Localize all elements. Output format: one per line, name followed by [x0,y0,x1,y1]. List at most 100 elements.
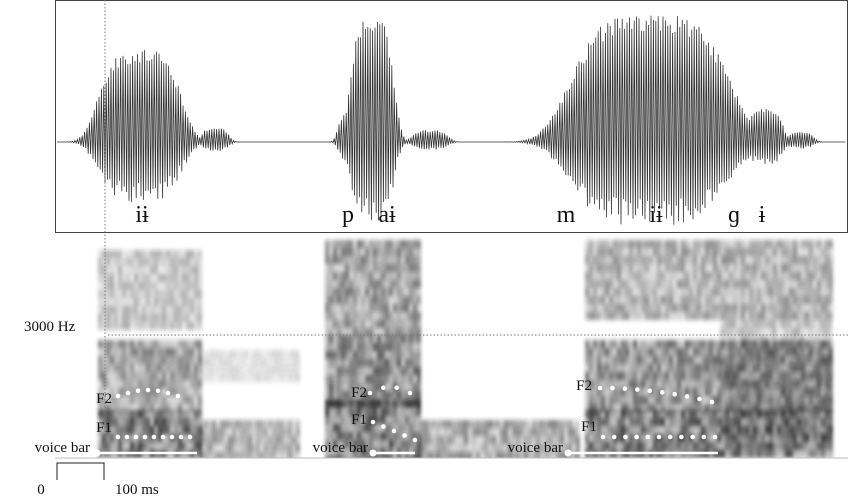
spectrogram-cell [585,340,589,348]
spectrogram-cell [158,396,162,404]
spectrogram-cell [757,288,761,296]
spectrogram-cell [641,380,645,388]
spectrogram-cell [796,424,800,432]
spectrogram-cell [365,296,369,304]
spectrogram-cell [325,432,329,440]
formant-dot [152,435,157,440]
spectrogram-cell [800,344,804,352]
spectrogram-cell [500,452,504,460]
spectrogram-cell [413,424,417,432]
spectrogram-cell [780,432,784,440]
spectrogram-cell [488,444,492,452]
spectrogram-cell [728,408,732,416]
spectrogram-cell [110,356,114,364]
spectrogram-cell [821,450,825,458]
spectrogram-cell [693,288,697,296]
spectrogram-cell [432,436,436,444]
scale-start: 0 [37,482,45,496]
spectrogram-cell [444,436,448,444]
spectrogram-cell [401,248,405,256]
spectrogram-cell [385,343,389,351]
spectrogram-cell [728,424,732,432]
spectrogram-cell [800,400,804,408]
spectrogram-cell [98,322,102,330]
spectrogram-cell [752,400,756,408]
spectrogram-cell [146,322,150,330]
spectrogram-cell [126,306,130,314]
spectrogram-cell [568,436,572,444]
spectrogram-cell [609,410,613,418]
spectrogram-cell [713,348,717,356]
spectrogram-cell [126,348,130,356]
spectrogram-cell [158,364,162,372]
spectrogram-cell [162,274,166,282]
spectrogram-cell [828,360,832,368]
spectrogram-cell [397,343,401,351]
spectrogram-cell [685,434,689,442]
spectrogram-cell [733,256,737,264]
spectrogram-cell [468,420,472,428]
spectrogram-cell [296,428,300,436]
spectrogram-cell [657,396,661,404]
spectrogram-cell [560,428,564,436]
spectrogram-cell [264,436,268,444]
spectrogram-cell [724,352,728,360]
spectrogram-cell [194,348,198,356]
spectrogram-cell [397,440,401,448]
spectrogram-cell [232,366,236,374]
spectrogram-cell [697,304,701,312]
spectrogram-cell [816,400,820,408]
spectrogram-cell [621,312,625,320]
spectrogram-cell [633,418,637,426]
spectrogram-cell [98,298,102,306]
spectrogram-cell [126,396,130,404]
spectrogram-cell [110,282,114,290]
spectrogram-cell [777,288,781,296]
spectrogram-cell [381,367,385,375]
spectrogram-cell [98,258,102,266]
spectrogram-cell [264,350,268,358]
spectrogram-cell [186,298,190,306]
spectrogram-cell [178,340,182,348]
spectrogram-cell [605,380,609,388]
spectrogram-cell [428,452,432,460]
spectrogram-cell [597,426,601,434]
spectrogram-cell [780,368,784,376]
spectrogram-cell [809,240,813,248]
spectrogram-cell [385,240,389,248]
spectrogram-cell [401,312,405,320]
voice-bar-label: voice bar [313,440,368,456]
spectrogram-cell [797,288,801,296]
spectrogram-cell [385,383,389,391]
spectrogram-cell [689,372,693,380]
spectrogram-cell [697,426,701,434]
spectrogram-cell [413,383,417,391]
spectrogram-cell [736,344,740,352]
spectrogram-cell [158,418,162,426]
spectrogram-cell [601,418,605,426]
spectrogram-cell [118,348,122,356]
spectrogram-cell [468,428,472,436]
spectrogram-cell [812,320,816,328]
spectrogram-cell [98,274,102,282]
spectrogram-cell [617,280,621,288]
spectrogram-cell [653,240,657,248]
spectrogram-cell [325,296,329,304]
spectrogram-cell [353,288,357,296]
spectrogram-cell [733,296,737,304]
spectrogram-cell [224,366,228,374]
spectrogram-cell [780,360,784,368]
spectrogram-cell [174,274,178,282]
spectrogram-cell [765,280,769,288]
spectrogram-cell [728,432,732,440]
spectrogram-cell [385,296,389,304]
spectrogram-cell [792,416,796,424]
spectrogram-cell [256,366,260,374]
spectrogram-cell [709,304,713,312]
spectrogram-cell [142,410,146,418]
spectrogram-cell [401,424,405,432]
spectrogram-cell [813,264,817,272]
spectrogram-cell [785,280,789,288]
spectrogram-cell [820,424,824,432]
spectrogram-cell [801,304,805,312]
